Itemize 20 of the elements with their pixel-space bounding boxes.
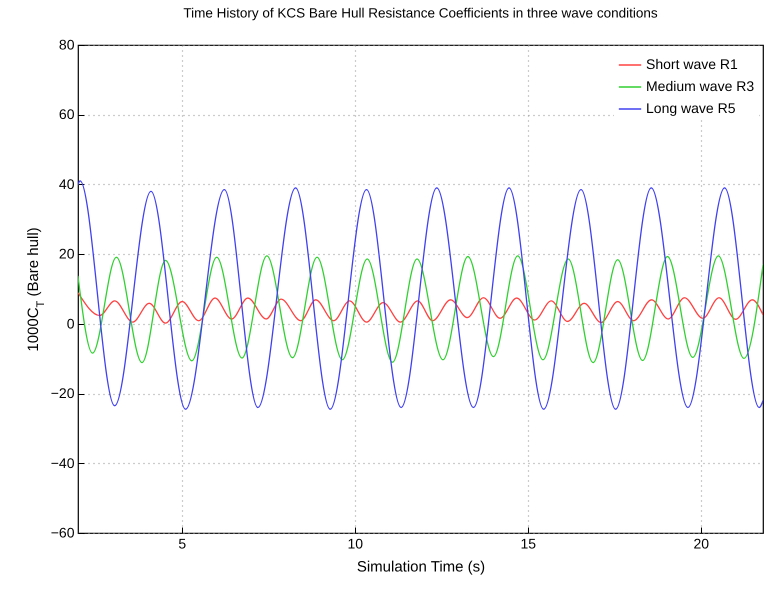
line-series	[78, 180, 763, 410]
y-tick-label: 60	[58, 106, 75, 122]
y-tick-label: −40	[50, 454, 75, 471]
x-tick-label: 5	[178, 536, 186, 552]
x-tick-label: 15	[520, 536, 536, 552]
legend-label: Medium wave R3	[646, 78, 754, 94]
legend-label: Long wave R5	[646, 100, 736, 116]
line-series	[78, 255, 763, 364]
y-tick-label: 0	[66, 315, 75, 332]
chart-title: Time History of KCS Bare Hull Resistance Coefficients in three wave conditions	[183, 6, 658, 20]
y-tick-label: 20	[58, 246, 75, 262]
x-tick-label: 10	[347, 536, 364, 552]
x-axis-title: Simulation Time (s)	[356, 558, 486, 576]
line-series	[78, 292, 763, 324]
y-tick-label: −20	[50, 385, 75, 402]
legend-label: Short wave R1	[646, 56, 738, 72]
y-tick-label: −60	[50, 524, 75, 540]
y-tick-label: 40	[58, 176, 75, 192]
x-tick-label: 20	[693, 536, 710, 552]
y-tick-label: 80	[58, 36, 75, 52]
